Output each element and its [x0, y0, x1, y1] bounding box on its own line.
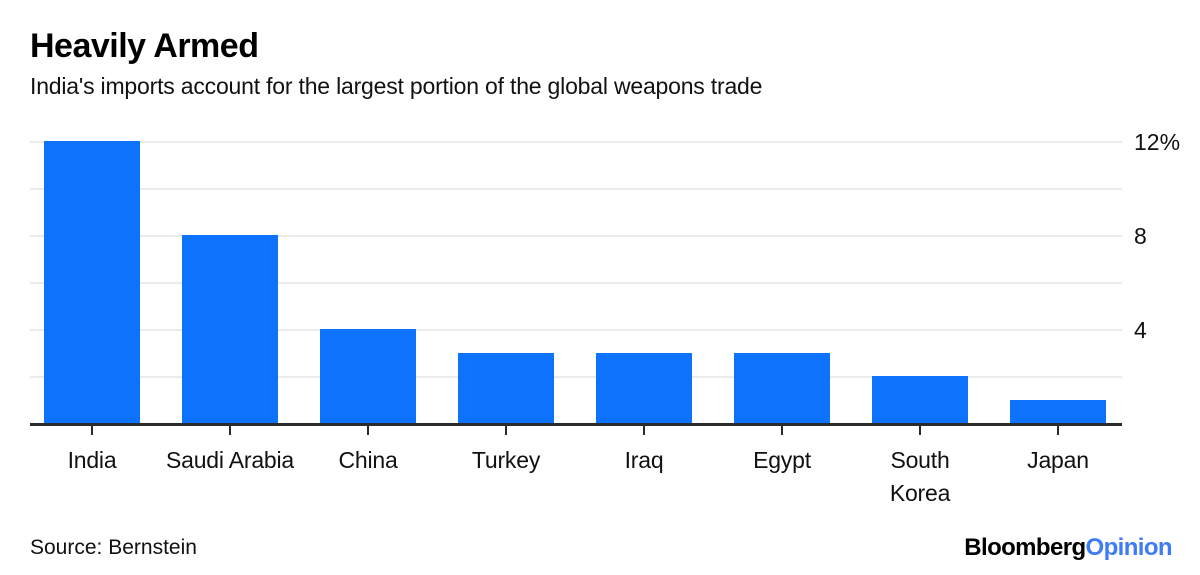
- chart-title: Heavily Armed: [30, 27, 259, 65]
- logo-text-bloomberg: Bloomberg: [964, 534, 1086, 561]
- gridline-6: [30, 282, 1122, 284]
- x-axis-label-saudi-arabia: Saudi Arabia: [165, 447, 295, 473]
- x-axis-label-iraq: Iraq: [624, 447, 664, 473]
- bar-china: [320, 329, 416, 423]
- x-axis-tick-saudi-arabia: [229, 426, 231, 435]
- logo-text-opinion: Opinion: [1085, 534, 1173, 561]
- x-axis-label-india: India: [67, 447, 117, 473]
- bar-saudi-arabia: [182, 235, 278, 423]
- bar-iraq: [596, 352, 692, 423]
- gridline-4: [30, 329, 1122, 331]
- x-axis-tick-egypt: [781, 426, 783, 435]
- x-axis-tick-india: [91, 426, 93, 435]
- bloomberg-opinion-logo: BloombergOpinion: [964, 534, 1172, 562]
- source-attribution: Source: Bernstein: [30, 536, 197, 559]
- x-axis-label-china: China: [338, 447, 398, 473]
- x-axis-line: [30, 423, 1122, 426]
- x-axis-tick-turkey: [505, 426, 507, 435]
- x-axis-tick-iraq: [643, 426, 645, 435]
- chart-subtitle: India's imports account for the largest …: [30, 73, 763, 99]
- bar-south-korea: [872, 376, 968, 423]
- bar-india: [44, 141, 140, 423]
- gridline-10: [30, 188, 1122, 190]
- x-axis-tick-japan: [1057, 426, 1059, 435]
- x-axis-tick-south-korea: [919, 426, 921, 435]
- x-axis-tick-china: [367, 426, 369, 435]
- gridline-8: [30, 235, 1122, 237]
- y-axis-label-8: 8: [1134, 223, 1147, 249]
- y-axis-label-12: 12%: [1134, 129, 1181, 155]
- x-axis-label-egypt: Egypt: [753, 447, 811, 473]
- bar-japan: [1010, 399, 1106, 423]
- x-axis-label-south-korea: South Korea: [889, 447, 951, 506]
- y-axis-label-4: 4: [1134, 317, 1147, 343]
- bar-chart-plot-area: 12% 8 4 India Saudi Arabia China Turkey Iraq Egy…: [30, 131, 1180, 506]
- x-axis-label-turkey: Turkey: [471, 447, 541, 473]
- gridline-12: [30, 141, 1122, 143]
- gridline-2: [30, 376, 1122, 378]
- x-axis-label-japan: Japan: [1027, 447, 1089, 473]
- bar-turkey: [458, 352, 554, 423]
- bar-egypt: [734, 352, 830, 423]
